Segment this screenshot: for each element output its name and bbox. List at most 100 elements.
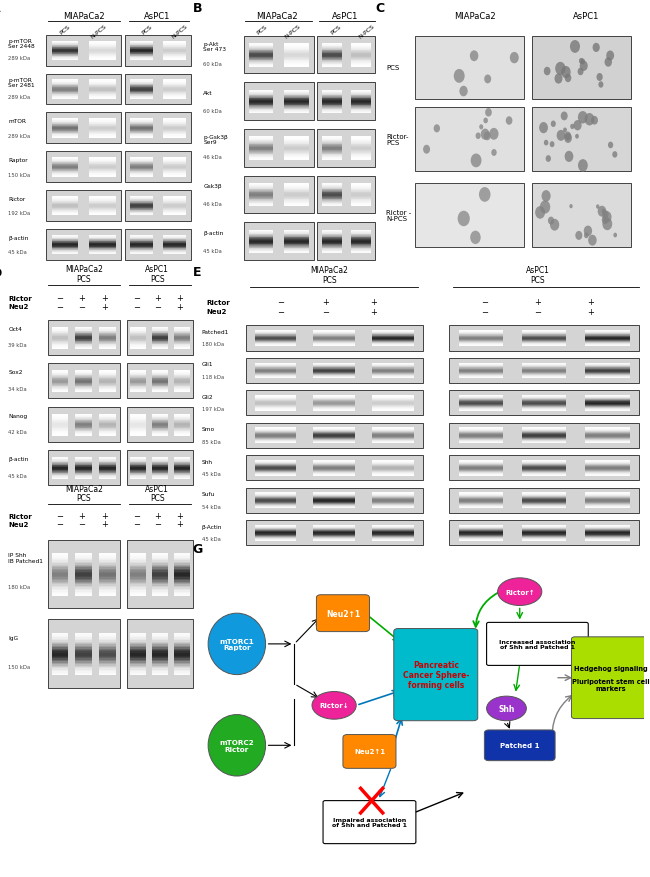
Bar: [284, 143, 309, 144]
Bar: [131, 478, 146, 479]
Bar: [99, 638, 116, 639]
Bar: [322, 150, 342, 152]
Bar: [131, 376, 146, 377]
Bar: [284, 143, 309, 145]
Bar: [153, 657, 168, 659]
Bar: [131, 377, 146, 378]
Bar: [174, 414, 190, 415]
Bar: [284, 194, 309, 195]
Bar: [153, 574, 168, 575]
Bar: [75, 339, 92, 340]
Bar: [174, 428, 190, 429]
Bar: [153, 668, 168, 670]
Bar: [350, 95, 371, 96]
Ellipse shape: [561, 112, 567, 121]
Text: MIAPaCa2
PCS: MIAPaCa2 PCS: [65, 484, 103, 503]
Bar: [131, 671, 146, 673]
Bar: [51, 674, 68, 675]
Bar: [153, 458, 168, 459]
Bar: [174, 424, 190, 425]
Bar: [99, 643, 116, 645]
Bar: [153, 378, 168, 379]
Bar: [153, 432, 168, 433]
Bar: [284, 156, 309, 158]
Bar: [99, 427, 116, 428]
Bar: [249, 190, 274, 192]
Bar: [99, 433, 116, 434]
Bar: [51, 592, 68, 593]
Bar: [249, 233, 274, 234]
Bar: [249, 144, 274, 145]
Bar: [350, 158, 371, 159]
Bar: [131, 343, 146, 344]
Bar: [99, 595, 116, 596]
Bar: [75, 476, 92, 477]
Bar: [350, 187, 371, 188]
Bar: [131, 595, 146, 596]
Bar: [75, 339, 92, 340]
Bar: [51, 374, 68, 375]
Bar: [131, 567, 146, 569]
Bar: [322, 50, 342, 51]
Bar: [284, 46, 309, 47]
Bar: [249, 110, 274, 111]
Bar: [350, 55, 371, 57]
Bar: [75, 329, 92, 330]
Bar: [46, 75, 122, 105]
Bar: [99, 434, 116, 435]
Ellipse shape: [597, 74, 603, 82]
Bar: [51, 571, 68, 572]
Bar: [249, 157, 274, 158]
Bar: [51, 422, 68, 423]
Bar: [131, 673, 146, 674]
Bar: [153, 383, 168, 384]
Text: G: G: [192, 542, 203, 555]
Bar: [322, 206, 342, 207]
Bar: [249, 246, 274, 247]
Bar: [322, 204, 342, 205]
Bar: [99, 466, 116, 467]
Bar: [51, 475, 68, 476]
Bar: [75, 468, 92, 469]
Bar: [350, 206, 371, 207]
Text: 45 kDa: 45 kDa: [202, 472, 220, 477]
Bar: [99, 385, 116, 386]
Bar: [284, 250, 309, 251]
Bar: [249, 193, 274, 194]
Bar: [99, 560, 116, 562]
Bar: [322, 239, 342, 240]
Bar: [174, 653, 190, 654]
Bar: [284, 153, 309, 154]
Bar: [153, 388, 168, 389]
Bar: [249, 247, 274, 248]
Bar: [153, 415, 168, 416]
Bar: [449, 488, 639, 513]
Bar: [249, 196, 274, 197]
Bar: [322, 99, 342, 100]
Bar: [249, 239, 274, 240]
Bar: [131, 375, 146, 376]
Text: +: +: [177, 512, 183, 521]
Bar: [99, 583, 116, 585]
Bar: [51, 563, 68, 565]
Bar: [284, 192, 309, 193]
Bar: [322, 55, 342, 57]
Bar: [249, 251, 274, 253]
Bar: [174, 656, 190, 658]
Bar: [174, 417, 190, 418]
Bar: [317, 176, 375, 214]
Text: p-mTOR
Ser 2481: p-mTOR Ser 2481: [8, 78, 35, 88]
Bar: [174, 638, 190, 640]
Text: −: −: [154, 519, 161, 529]
Bar: [131, 335, 146, 336]
Bar: [284, 60, 309, 61]
Bar: [284, 67, 309, 68]
Bar: [284, 193, 309, 194]
Bar: [153, 592, 168, 593]
Bar: [153, 422, 168, 423]
Bar: [131, 383, 146, 384]
Bar: [153, 461, 168, 462]
Bar: [51, 660, 68, 661]
Bar: [153, 338, 168, 339]
Bar: [51, 471, 68, 472]
